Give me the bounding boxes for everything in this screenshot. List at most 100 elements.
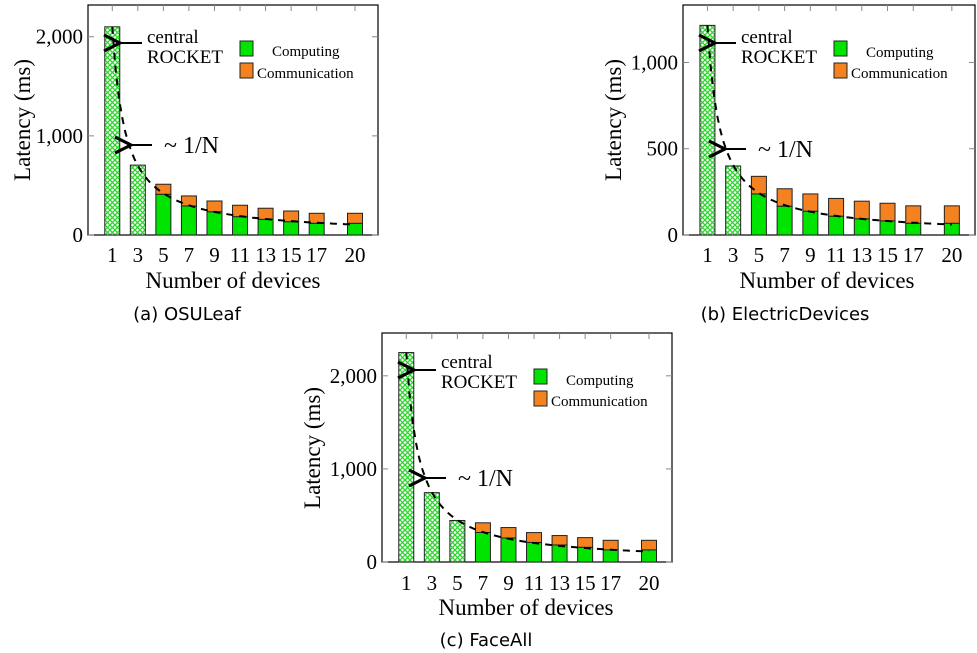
bar-communication <box>828 197 845 217</box>
x-tick-label: 13 <box>549 571 570 595</box>
bar-computing <box>602 549 619 563</box>
bar-computing <box>206 211 223 236</box>
legend-label-computing: Computing <box>566 373 634 389</box>
x-tick-label: 3 <box>728 243 739 267</box>
chart-b: Latency (ms) Number of devices (b) Elect… <box>601 4 976 325</box>
bar-computing <box>526 541 543 563</box>
x-tick-label: 9 <box>209 243 220 267</box>
bar-communication <box>641 539 658 551</box>
bar-communication <box>551 535 568 546</box>
bar-computing <box>828 215 845 236</box>
bar-computing <box>180 205 197 236</box>
annotation-inverse-n: ~ 1/N <box>758 137 813 163</box>
x-axis-label: Number of devices <box>146 268 321 293</box>
x-tick-label: 1 <box>107 243 118 267</box>
x-tick-label: 5 <box>754 243 765 267</box>
x-tick-label: 20 <box>941 243 962 267</box>
bar-central-hatched <box>129 164 146 236</box>
annotation-central-line1: central <box>441 352 493 373</box>
y-axis-label: Latency (ms) <box>10 59 35 181</box>
bar-computing <box>802 210 819 236</box>
x-tick-label: 9 <box>503 571 514 595</box>
chart-caption: (a) OSULeaf <box>133 304 241 325</box>
bar-computing <box>776 205 793 236</box>
bar-communication <box>155 183 172 195</box>
bar-central-hatched <box>449 519 466 563</box>
legend-label-communication: Communication <box>551 394 648 410</box>
y-tick-label: 2,000 <box>36 25 83 49</box>
legend-swatch-computing <box>239 40 254 57</box>
y-axis-label: Latency (ms) <box>300 387 325 509</box>
bar-communication <box>853 200 870 220</box>
chart-a: Latency (ms) Number of devices (a) OSULe… <box>10 4 379 325</box>
bar-central-hatched <box>398 352 415 563</box>
bar-computing <box>879 220 896 236</box>
x-tick-label: 11 <box>826 243 846 267</box>
annotation-inverse-n: ~ 1/N <box>458 466 513 492</box>
bar-computing <box>750 193 767 236</box>
bar-communication <box>257 207 274 220</box>
x-tick-label: 15 <box>281 243 302 267</box>
x-tick-label: 7 <box>184 243 195 267</box>
annotation-central-line2: ROCKET <box>147 47 223 68</box>
bar-computing <box>257 218 274 236</box>
legend-label-computing: Computing <box>272 44 340 60</box>
legend-swatch-communication <box>239 62 254 79</box>
x-tick-label: 7 <box>779 243 790 267</box>
annotation-inverse-n: ~ 1/N <box>164 133 219 159</box>
x-tick-label: 15 <box>877 243 898 267</box>
x-tick-label: 3 <box>427 571 438 595</box>
x-tick-label: 17 <box>600 571 621 595</box>
bar-central-hatched <box>104 26 121 236</box>
x-tick-label: 5 <box>452 571 463 595</box>
annotation-central-line1: central <box>147 27 199 48</box>
bar-communication <box>347 212 364 224</box>
bar-communication <box>577 537 594 548</box>
bar-computing <box>500 537 517 563</box>
bar-computing <box>283 221 300 236</box>
x-tick-label: 17 <box>306 243 327 267</box>
bar-communication <box>776 188 793 207</box>
annotation-central-line2: ROCKET <box>741 47 817 68</box>
annotation-central-line1: central <box>741 27 793 48</box>
x-tick-label: 9 <box>805 243 816 267</box>
bar-computing <box>577 546 594 563</box>
bar-communication <box>905 205 922 224</box>
y-tick-label: 500 <box>647 137 679 161</box>
y-tick-label: 1,000 <box>36 124 83 148</box>
bar-communication <box>308 212 325 224</box>
bar-computing <box>905 222 922 236</box>
x-axis-label: Number of devices <box>740 268 915 293</box>
bar-computing <box>474 531 491 563</box>
legend-label-computing: Computing <box>866 45 934 61</box>
bar-computing <box>155 193 172 236</box>
x-tick-label: 20 <box>639 571 660 595</box>
legend-swatch-communication <box>533 390 548 407</box>
bar-communication <box>879 202 896 222</box>
x-tick-label: 13 <box>255 243 276 267</box>
y-axis-label: Latency (ms) <box>601 59 626 181</box>
x-tick-label: 7 <box>478 571 489 595</box>
x-tick-label: 11 <box>230 243 250 267</box>
y-tick-label: 2,000 <box>330 364 377 388</box>
chart-c: Latency (ms) Number of devices (c) FaceA… <box>300 332 673 651</box>
annotation-central-line2: ROCKET <box>441 372 517 393</box>
y-tick-label: 0 <box>73 223 84 247</box>
x-tick-label: 11 <box>524 571 544 595</box>
legend-label-communication: Communication <box>851 66 948 82</box>
bar-computing <box>551 544 568 563</box>
x-tick-label: 15 <box>575 571 596 595</box>
x-tick-label: 20 <box>345 243 366 267</box>
bar-central-hatched <box>423 492 440 563</box>
x-tick-label: 5 <box>158 243 169 267</box>
legend-swatch-communication <box>833 62 848 79</box>
x-tick-label: 3 <box>133 243 144 267</box>
bar-computing <box>308 222 325 236</box>
bar-communication <box>474 522 491 533</box>
bar-computing <box>853 218 870 236</box>
bar-communication <box>206 200 223 213</box>
bar-communication <box>750 175 767 195</box>
bar-communication <box>943 205 960 224</box>
chart-caption: (c) FaceAll <box>440 630 533 651</box>
